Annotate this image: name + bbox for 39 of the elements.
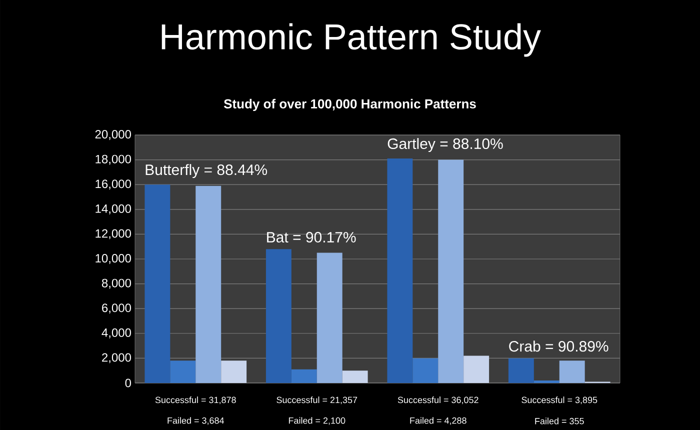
y-tick-label: 12,000 <box>96 229 132 240</box>
y-tick-label: 8,000 <box>102 278 132 289</box>
y-tick-label: 18,000 <box>96 154 132 165</box>
text: Failed = 3,684 <box>168 417 224 425</box>
bar <box>144 184 170 383</box>
bar <box>464 356 490 383</box>
bar <box>316 252 342 383</box>
y-tick-label: 2,000 <box>102 353 132 364</box>
bar <box>559 360 585 383</box>
chart-title: Harmonic Pattern Study <box>162 23 541 57</box>
y-tick-label: 20,000 <box>95 130 132 140</box>
annotation: Crab = 90.89% <box>509 340 608 352</box>
bar <box>508 358 534 383</box>
annotation: Butterfly = 88.44% <box>146 164 268 178</box>
chart-subtitle: Study of over 100,000 Harmonic Patterns <box>224 98 476 112</box>
y-tick-label: 16,000 <box>96 180 132 190</box>
x-tick-label: Successful = 3,895 <box>522 396 598 404</box>
bar <box>412 358 438 383</box>
bar <box>291 369 317 383</box>
bar <box>387 158 413 383</box>
bar <box>438 160 464 383</box>
bar <box>221 360 247 383</box>
x-tick-label: Successful = 21,357 <box>276 396 358 404</box>
bar <box>266 249 292 383</box>
y-tick-label: 0 <box>125 378 132 388</box>
annotation: Bat = 90.17% <box>267 232 356 243</box>
y-tick-label: 10,000 <box>96 254 132 264</box>
annotation: Gartley = 88.10% <box>388 138 503 152</box>
bar <box>196 186 222 383</box>
text: Failed = 2,100 <box>288 417 346 425</box>
x-tick-label: Successful = 36,052 <box>398 396 478 404</box>
y-tick-label: 4,000 <box>102 328 132 338</box>
text: Failed = 4,288 <box>410 417 466 425</box>
bar <box>170 360 196 383</box>
y-tick-label: 14,000 <box>96 204 132 214</box>
text: Failed = 355 <box>535 418 584 424</box>
bar <box>342 370 368 383</box>
x-tick-label: Successful = 31,878 <box>155 396 236 404</box>
y-tick-label: 6,000 <box>102 304 132 314</box>
